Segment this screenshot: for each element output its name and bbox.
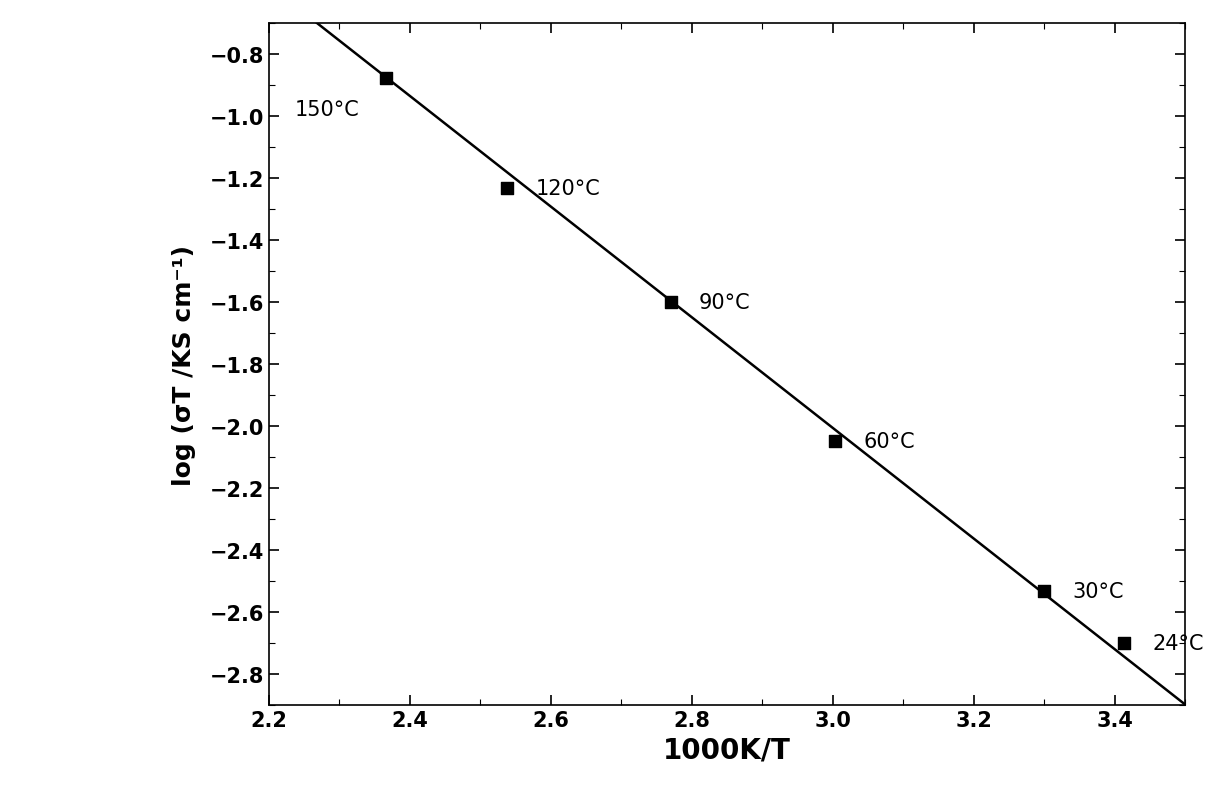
Text: 60°C: 60°C <box>863 431 915 452</box>
X-axis label: 1000K/T: 1000K/T <box>664 736 791 764</box>
Text: 24°C: 24°C <box>1152 633 1204 654</box>
Text: 150°C: 150°C <box>295 100 359 120</box>
Point <box>1035 585 1055 598</box>
Text: 30°C: 30°C <box>1073 581 1124 601</box>
Point <box>497 182 517 195</box>
Text: 120°C: 120°C <box>535 178 600 199</box>
Point <box>376 72 396 85</box>
Text: 90°C: 90°C <box>699 293 750 313</box>
Point <box>825 436 844 448</box>
Point <box>1114 637 1134 650</box>
Y-axis label: log (σT /KS cm⁻¹): log (σT /KS cm⁻¹) <box>172 245 196 485</box>
Point <box>661 297 681 310</box>
